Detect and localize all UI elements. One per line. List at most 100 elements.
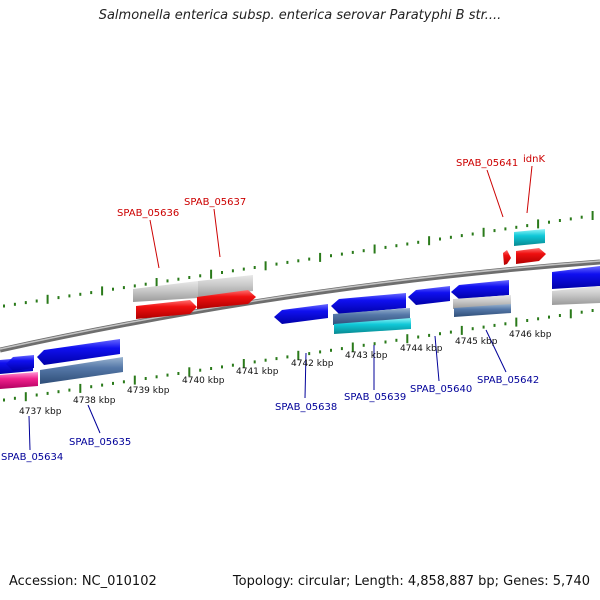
gene-SPAB_05636-gray[interactable]	[133, 281, 198, 302]
minor-tick	[471, 327, 474, 331]
gene-label-SPAB_05637[interactable]: SPAB_05637	[184, 197, 246, 208]
minor-tick	[340, 252, 343, 256]
minor-tick	[504, 322, 507, 326]
minor-tick	[275, 357, 278, 361]
minor-tick	[493, 323, 496, 327]
minor-tick	[221, 271, 223, 274]
gene-labels: SPAB_05636 SPAB_05637 SPAB_05641 idnK SP…	[1, 154, 545, 463]
minor-tick	[417, 240, 420, 244]
genome-info-text: Topology: circular; Length: 4,858,887 bp…	[232, 574, 590, 589]
gene-label-idnK[interactable]: idnK	[523, 154, 545, 165]
minor-tick	[199, 368, 202, 372]
gene-right-gray[interactable]	[552, 286, 600, 305]
minor-tick	[319, 350, 322, 354]
minor-tick	[330, 254, 332, 258]
major-tick	[264, 261, 267, 271]
minor-tick	[199, 274, 202, 278]
major-tick	[24, 392, 27, 402]
minor-tick	[144, 377, 147, 380]
gene-label-SPAB_05634[interactable]: SPAB_05634	[1, 452, 63, 463]
gene-SPAB_05637-arrow[interactable]	[197, 290, 256, 309]
gene-label-SPAB_05635[interactable]: SPAB_05635	[69, 437, 131, 448]
minor-tick	[340, 347, 343, 351]
kbp-label: 4746 kbp	[509, 330, 552, 340]
minor-tick	[515, 225, 518, 229]
gene-right-blue[interactable]	[552, 266, 600, 289]
minor-tick	[417, 335, 420, 339]
gene-label-SPAB_05640[interactable]: SPAB_05640	[410, 384, 472, 395]
major-tick	[79, 383, 82, 393]
gene-label-SPAB_05641[interactable]: SPAB_05641	[456, 158, 518, 169]
kbp-label: 4743 kbp	[345, 351, 388, 361]
minor-tick	[112, 287, 114, 291]
kbp-label: 4745 kbp	[455, 337, 498, 347]
gene-pink[interactable]	[0, 372, 38, 389]
minor-tick	[351, 250, 354, 254]
gene-SPAB_05638-arrow[interactable]	[274, 304, 328, 324]
major-tick	[428, 236, 431, 246]
minor-tick	[297, 259, 300, 263]
minor-tick	[133, 284, 136, 288]
minor-tick	[308, 352, 311, 356]
gene-SPAB_05639-arrow[interactable]	[331, 293, 406, 314]
gene-SPAB_05641-arrow[interactable]	[503, 250, 511, 265]
minor-tick	[275, 262, 278, 266]
gene-label-SPAB_05639[interactable]: SPAB_05639	[344, 392, 406, 403]
forward-tick-row	[3, 211, 594, 308]
minor-tick	[35, 393, 38, 397]
gene-idnK-arrow[interactable]	[516, 248, 546, 264]
kbp-label: 4742 kbp	[291, 359, 334, 369]
minor-tick	[155, 375, 158, 379]
minor-tick	[144, 282, 147, 286]
minor-tick	[3, 304, 5, 308]
minor-tick	[57, 296, 60, 300]
minor-tick	[286, 260, 289, 264]
minor-tick	[439, 332, 441, 336]
minor-tick	[177, 372, 180, 375]
minor-tick	[122, 380, 125, 384]
gene-label-SPAB_05638[interactable]: SPAB_05638	[275, 402, 337, 413]
kbp-label: 4741 kbp	[236, 367, 279, 377]
minor-tick	[395, 338, 398, 342]
major-tick	[46, 294, 49, 304]
gene-SPAB_05640-arrow[interactable]	[408, 286, 450, 305]
gene-cyan-upper[interactable]	[514, 229, 545, 246]
minor-tick	[101, 383, 104, 387]
minor-tick	[210, 367, 213, 370]
gene-cyan-middle[interactable]	[334, 318, 411, 334]
major-tick	[351, 342, 354, 352]
minor-tick	[253, 266, 256, 269]
minor-tick	[580, 310, 583, 314]
accession-text: Accession: NC_010102	[9, 574, 157, 589]
minor-tick	[79, 292, 82, 296]
minor-tick	[591, 309, 594, 312]
gene-SPAB_05642-arrow[interactable]	[451, 280, 509, 299]
gene-SPAB_05635-arrow[interactable]	[37, 339, 120, 365]
minor-tick	[384, 245, 387, 249]
minor-tick	[90, 291, 93, 295]
kbp-label: 4738 kbp	[73, 396, 116, 406]
minor-tick	[526, 224, 529, 228]
gene-steel-left[interactable]	[40, 357, 123, 384]
genome-backbone	[0, 259, 600, 353]
minor-tick	[406, 242, 409, 246]
gene-SPAB_05636-arrow[interactable]	[136, 300, 197, 319]
minor-tick	[428, 333, 431, 337]
gene-SPAB_05634-arrow[interactable]	[6, 355, 34, 371]
minor-tick	[526, 319, 529, 322]
minor-tick	[264, 358, 267, 362]
minor-tick	[449, 235, 452, 239]
minor-tick	[580, 215, 583, 219]
gene-steel-right[interactable]	[454, 304, 511, 317]
major-tick	[188, 367, 191, 377]
minor-tick	[482, 325, 485, 329]
minor-tick	[68, 388, 71, 392]
major-tick	[242, 359, 245, 368]
minor-tick	[68, 294, 71, 298]
gene-steel-middle[interactable]	[333, 308, 410, 325]
gene-label-SPAB_05642[interactable]: SPAB_05642	[477, 375, 539, 386]
minor-tick	[3, 398, 5, 402]
gene-label-SPAB_05636[interactable]: SPAB_05636	[117, 208, 179, 219]
minor-tick	[166, 373, 169, 377]
